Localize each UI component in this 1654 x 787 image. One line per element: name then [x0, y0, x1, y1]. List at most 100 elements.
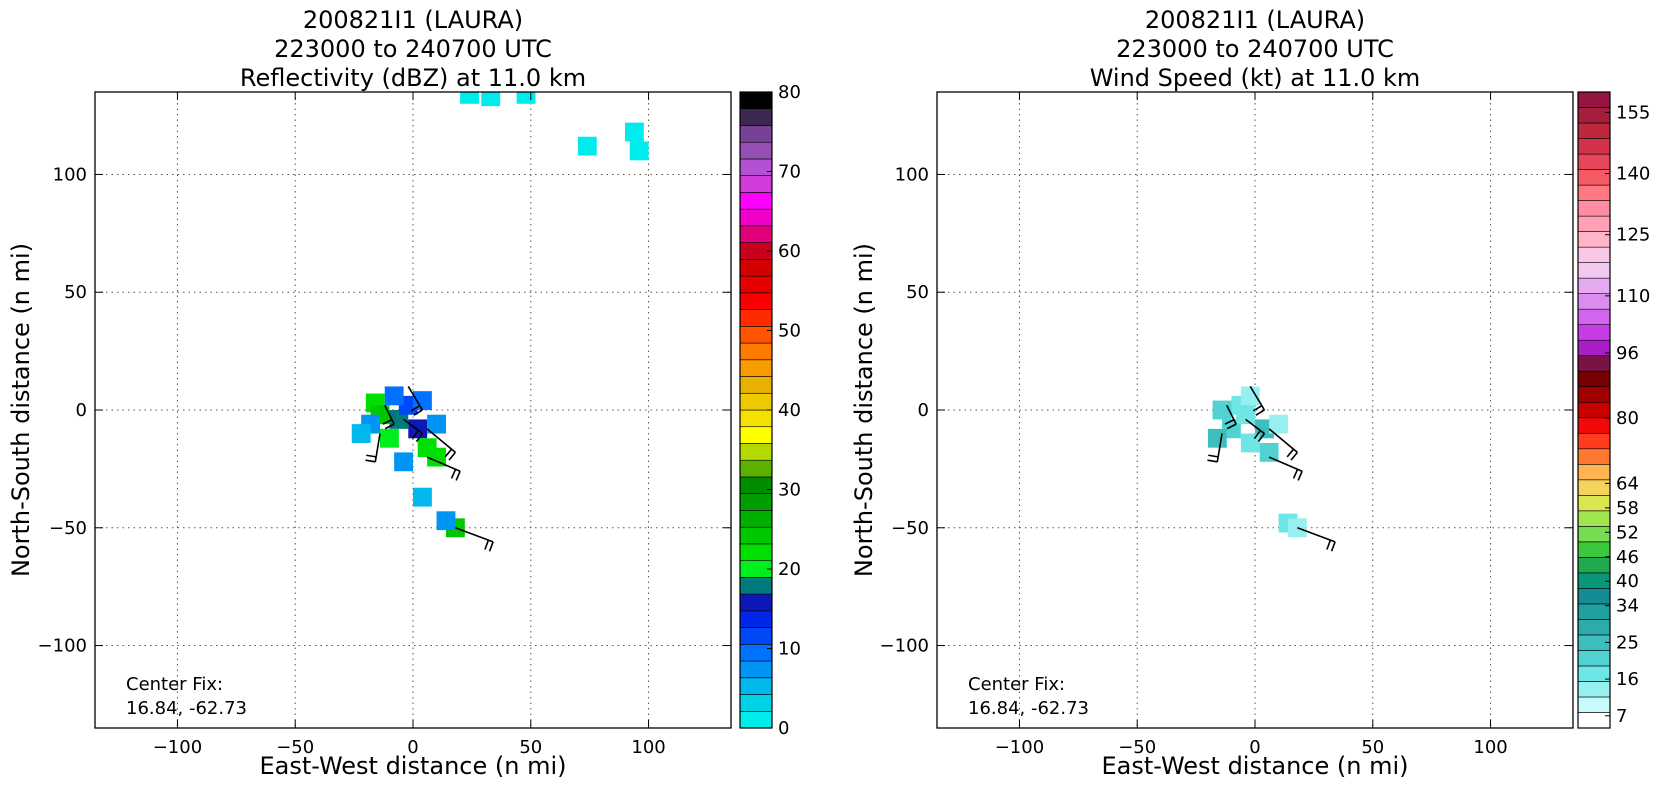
colorbar-bin [1577, 650, 1611, 667]
echo-cell [1259, 442, 1279, 462]
wind-barb-flag [1252, 405, 1263, 412]
grid-lines [937, 92, 1573, 728]
colorbar-bin [739, 292, 773, 310]
echo-cell [481, 92, 501, 107]
colorbar-tick-label: 20 [778, 559, 801, 580]
colorbar-bin [739, 309, 773, 327]
echo-cell [427, 447, 446, 467]
colorbar-tick-label: 125 [1616, 225, 1650, 246]
wind-barb-staff [384, 404, 395, 425]
wind-speed-panel: 200821I1 (LAURA) 223000 to 240700 UTC Wi… [850, 6, 1650, 780]
center-fix-value: 16.84, -62.73 [126, 698, 247, 719]
colorbar-tick-label: 46 [1616, 547, 1639, 568]
center-fix-label: Center Fix: [968, 674, 1065, 695]
echo-cell [1240, 386, 1260, 406]
colorbar-bin [739, 644, 773, 662]
y-tick-label: 50 [64, 282, 87, 303]
colorbar-bin [739, 225, 773, 243]
colorbar-bin [1577, 324, 1611, 341]
wind-barb-flag [410, 405, 421, 412]
colorbar-tick-label: 110 [1616, 286, 1650, 307]
colorbar-tick-label: 96 [1616, 343, 1639, 364]
colorbar-bin [1577, 231, 1611, 248]
colorbar-bin [739, 710, 773, 729]
colorbar-bin [739, 476, 773, 494]
echo-cell [408, 419, 428, 439]
y-tick-label: −50 [49, 518, 87, 539]
echo-cell [384, 386, 404, 406]
colorbar-bin [1577, 479, 1611, 496]
x-tick-label: 50 [1361, 737, 1384, 758]
wind-barb-flag [366, 454, 377, 458]
colorbar-bin [1577, 122, 1611, 139]
colorbar-tick-label: 80 [1616, 408, 1639, 429]
colorbar-bin [739, 677, 773, 695]
colorbar-bin [739, 141, 773, 160]
colorbar-bin [739, 443, 773, 461]
colorbar-tick-label: 30 [778, 480, 801, 501]
wind-barb-flag [1224, 418, 1235, 425]
center-fix-value: 16.84, -62.73 [968, 698, 1089, 719]
colorbar-bin [1577, 277, 1611, 294]
wind-barb-flag [365, 459, 376, 463]
echo-cell [427, 414, 446, 434]
colorbar-bin [1577, 308, 1611, 325]
wind-barb-staff [426, 456, 461, 472]
echo-cell [1269, 414, 1288, 434]
echo-cell [577, 136, 597, 156]
colorbar-frame [1577, 91, 1611, 729]
x-tick-label: −100 [153, 737, 202, 758]
colorbar-bin [1577, 169, 1611, 186]
colorbar-bin [739, 526, 773, 545]
wind-barb-flag [1207, 459, 1218, 463]
colorbar-bin [1577, 153, 1611, 170]
colorbar-bin [1577, 603, 1611, 620]
colorbar-tick-label: 40 [1616, 571, 1639, 592]
wind-barb-staff [1268, 428, 1298, 454]
echo-cell [1287, 518, 1307, 538]
x-tick-label: 0 [407, 737, 418, 758]
center-fix-label: Center Fix: [126, 674, 223, 695]
y-axis-label: North-South distance (n mi) [850, 243, 878, 577]
colorbar-bin [739, 543, 773, 561]
wind-barb-staff [403, 418, 423, 435]
x-ticks: −100 −50 0 50 100 [995, 92, 1508, 758]
wind-barb-flag [413, 409, 423, 416]
radar-echoes [351, 92, 649, 538]
wind-barb-flag [444, 448, 453, 458]
wind-barb-flag [1253, 430, 1262, 440]
colorbar-bin [1577, 386, 1611, 403]
colorbar-bin [1577, 526, 1611, 543]
x-tick-label: 100 [631, 737, 665, 758]
wind-barb-flag [1286, 448, 1295, 458]
colorbar-tick-label: 25 [1616, 632, 1639, 653]
echo-cell [516, 92, 536, 104]
colorbar-bin [739, 175, 773, 193]
wind-barb-staff [1245, 418, 1265, 435]
wind-barb-staff [455, 527, 494, 543]
wind-barb-staff [1216, 433, 1223, 462]
colorbar-bin [739, 577, 773, 595]
colorbar-bin [1577, 246, 1611, 263]
x-tick-label: −50 [1118, 737, 1156, 758]
y-tick-label: −100 [38, 636, 87, 657]
colorbar-bin [1577, 588, 1611, 605]
colorbar-tick-label: 16 [1616, 669, 1639, 690]
colorbar-bin [739, 660, 773, 679]
colorbar-bin [1577, 463, 1611, 481]
colorbar-bin [739, 342, 773, 361]
colorbar-bin [1577, 138, 1611, 155]
colorbar-tick-label: 140 [1616, 164, 1650, 185]
panel-title-line-3: Reflectivity (dBZ) at 11.0 km [240, 64, 586, 92]
y-axis-label: North-South distance (n mi) [7, 243, 35, 577]
wind-barb-flag [1255, 409, 1265, 416]
colorbar-bin [739, 459, 773, 478]
wind-barb-flag [455, 470, 461, 481]
colorbar-tick-label: 40 [778, 400, 801, 421]
colorbar-bin [739, 208, 773, 227]
wind-barb-flag [484, 539, 490, 550]
colorbar-bin [1577, 107, 1611, 124]
x-tick-label: 50 [519, 737, 542, 758]
x-tick-label: 100 [1473, 737, 1507, 758]
wind-barb-flag [1330, 541, 1336, 552]
